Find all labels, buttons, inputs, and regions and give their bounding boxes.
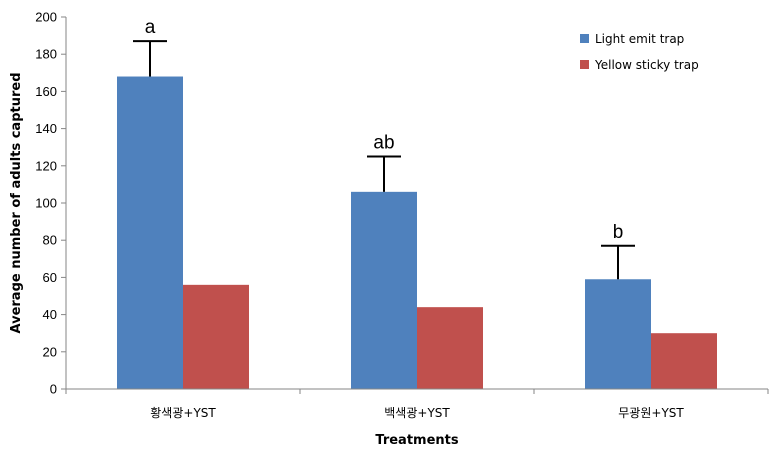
y-tick-label: 100 — [35, 196, 57, 211]
significance-label: b — [613, 222, 624, 243]
y-axis-title: Average number of adults captured — [9, 72, 24, 333]
significance-labels: a ab b — [145, 17, 624, 243]
y-tick-label: 80 — [43, 233, 57, 248]
bar-yellow-sticky-trap-2 — [651, 333, 717, 389]
significance-label: a — [145, 17, 156, 38]
y-tick-label: 140 — [35, 121, 57, 136]
bar-yellow-sticky-trap-1 — [417, 307, 483, 389]
y-axis-ticks: 0 20 40 60 80 100 120 140 160 180 200 — [35, 10, 66, 397]
legend-label-yellow-sticky-trap: Yellow sticky trap — [594, 58, 699, 72]
y-tick-label: 160 — [35, 84, 57, 99]
y-tick-label: 120 — [35, 158, 57, 173]
bar-yellow-sticky-trap-0 — [183, 284, 249, 389]
y-tick-label: 20 — [43, 344, 57, 359]
x-category-label: 백색광+YST — [384, 406, 450, 420]
legend: Light emit trap Yellow sticky trap — [580, 32, 699, 72]
y-tick-label: 0 — [50, 382, 57, 397]
error-bars — [133, 40, 635, 280]
y-tick-label: 200 — [35, 10, 57, 25]
y-tick-label: 60 — [43, 270, 57, 285]
bar-light-emit-trap-1 — [351, 191, 417, 389]
bar-light-emit-trap-0 — [117, 76, 183, 390]
axes — [65, 17, 769, 394]
x-category-label: 무광원+YST — [618, 406, 684, 420]
y-tick-label: 40 — [43, 307, 57, 322]
x-axis-title: Treatments — [375, 433, 458, 448]
legend-label-light-emit-trap: Light emit trap — [595, 32, 684, 46]
bars — [117, 76, 717, 390]
significance-label: ab — [373, 133, 394, 154]
x-category-label: 황색광+YST — [150, 406, 216, 420]
legend-swatch-yellow-sticky-trap — [580, 60, 589, 69]
legend-swatch-light-emit-trap — [580, 34, 589, 43]
y-tick-label: 180 — [35, 47, 57, 62]
x-axis-category-labels: 황색광+YST 백색광+YST 무광원+YST — [150, 406, 684, 420]
bar-light-emit-trap-2 — [585, 279, 651, 389]
